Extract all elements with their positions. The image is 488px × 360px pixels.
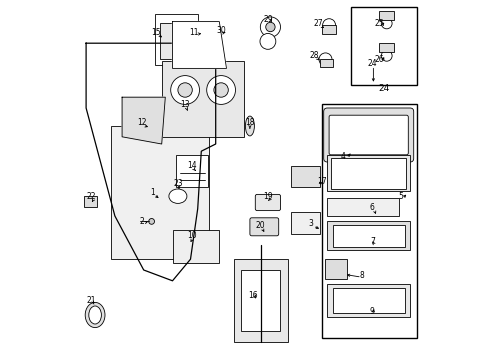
Text: 24: 24 <box>367 59 376 68</box>
Circle shape <box>213 83 228 97</box>
Circle shape <box>260 17 280 37</box>
Bar <box>326 155 409 191</box>
Ellipse shape <box>89 306 101 324</box>
Circle shape <box>206 76 235 104</box>
Text: 7: 7 <box>369 237 374 246</box>
Bar <box>321 104 416 338</box>
Bar <box>291 212 320 234</box>
Circle shape <box>265 22 275 32</box>
Bar <box>326 198 399 216</box>
Text: 28: 28 <box>309 51 319 60</box>
Text: 21: 21 <box>86 296 96 305</box>
Circle shape <box>148 219 154 224</box>
Text: 3: 3 <box>308 219 313 228</box>
Text: 1: 1 <box>150 188 155 197</box>
Bar <box>320 59 332 67</box>
Bar <box>233 259 287 342</box>
Polygon shape <box>172 22 226 68</box>
Bar <box>332 225 404 247</box>
Circle shape <box>260 33 275 49</box>
FancyBboxPatch shape <box>323 108 413 162</box>
Bar <box>321 25 336 34</box>
Circle shape <box>318 53 331 66</box>
Text: 25: 25 <box>374 19 384 28</box>
Text: 4: 4 <box>340 152 345 161</box>
Circle shape <box>381 50 391 61</box>
Bar <box>330 158 406 189</box>
Bar <box>350 7 416 85</box>
Bar <box>326 221 409 250</box>
Ellipse shape <box>245 116 254 136</box>
Text: 10: 10 <box>187 231 197 240</box>
Circle shape <box>381 18 391 29</box>
Bar <box>332 288 404 313</box>
Bar <box>176 155 208 187</box>
Polygon shape <box>122 97 165 144</box>
Text: 22: 22 <box>86 192 96 201</box>
Text: 27: 27 <box>313 19 323 28</box>
Text: 2: 2 <box>139 217 144 226</box>
Text: 8: 8 <box>358 271 363 280</box>
Bar <box>291 166 320 187</box>
FancyBboxPatch shape <box>249 218 278 236</box>
Text: 16: 16 <box>248 291 258 300</box>
FancyBboxPatch shape <box>328 115 407 155</box>
Text: 14: 14 <box>187 161 197 170</box>
Ellipse shape <box>85 302 105 328</box>
FancyBboxPatch shape <box>255 194 280 211</box>
Text: 12: 12 <box>137 118 146 127</box>
Text: 29: 29 <box>263 15 272 24</box>
Text: 11: 11 <box>189 28 199 37</box>
Bar <box>160 23 192 59</box>
Text: 13: 13 <box>180 100 189 109</box>
Ellipse shape <box>168 189 186 203</box>
Bar <box>241 270 280 331</box>
Text: 24: 24 <box>377 84 388 93</box>
Text: 9: 9 <box>369 307 374 316</box>
Bar <box>84 196 97 207</box>
Text: 20: 20 <box>255 220 265 230</box>
Bar <box>162 61 244 137</box>
Text: 18: 18 <box>244 118 254 127</box>
Bar <box>379 43 393 52</box>
Bar <box>154 14 197 65</box>
Text: 30: 30 <box>216 26 225 35</box>
Circle shape <box>322 19 335 32</box>
Bar <box>172 230 219 263</box>
Text: 17: 17 <box>316 177 326 186</box>
Bar <box>326 284 409 317</box>
Circle shape <box>178 83 192 97</box>
Text: 26: 26 <box>374 55 384 64</box>
Bar <box>379 11 393 20</box>
Text: 6: 6 <box>369 202 374 211</box>
Text: 5: 5 <box>398 192 403 201</box>
Text: 19: 19 <box>263 192 272 201</box>
Text: 23: 23 <box>173 179 183 188</box>
Polygon shape <box>86 43 215 281</box>
Circle shape <box>170 76 199 104</box>
Bar <box>325 259 346 279</box>
Bar <box>111 126 208 259</box>
Text: 15: 15 <box>151 28 161 37</box>
